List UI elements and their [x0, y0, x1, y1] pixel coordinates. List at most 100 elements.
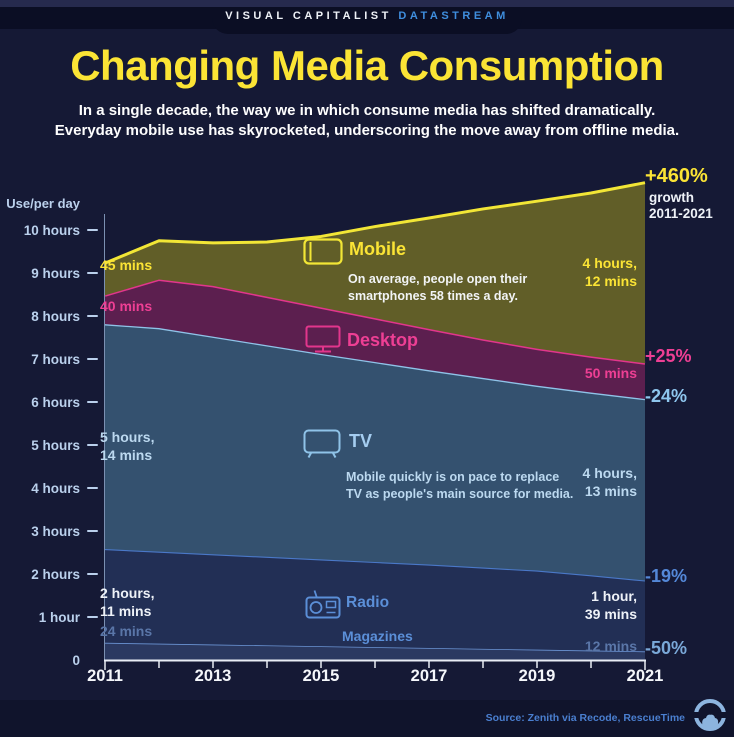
y-axis-label-row: 8 hours	[0, 306, 98, 326]
mobile-2021-value: 4 hours, 12 mins	[583, 254, 637, 290]
y-axis-label-row: 0	[0, 650, 98, 670]
area-radio	[105, 549, 645, 652]
x-axis-label: 2019	[518, 667, 556, 685]
y-axis-label: 4 hours	[31, 480, 80, 496]
y-axis-label: 7 hours	[31, 351, 80, 367]
y-axis-label-row: 6 hours	[0, 392, 98, 412]
y-axis-tick	[87, 357, 98, 361]
y-axis-label: 0	[72, 652, 80, 668]
y-axis-tick	[87, 615, 98, 619]
mobile-note-line-2: smartphones 58 times a day.	[348, 289, 518, 303]
y-axis-label: 9 hours	[31, 265, 80, 281]
tv-2011-value: 5 hours, 14 mins	[100, 428, 154, 464]
y-axis-tick	[87, 314, 98, 318]
y-axis-label: 3 hours	[31, 523, 80, 539]
y-axis-label: 8 hours	[31, 308, 80, 324]
y-axis-label-row: 9 hours	[0, 263, 98, 283]
tv-label: TV	[349, 431, 373, 451]
x-axis-label: 2013	[194, 667, 232, 685]
mobile-note-line-1: On average, people open their	[348, 272, 528, 286]
source-credit: Source: Zenith via Recode, RescueTime	[485, 712, 685, 724]
mobile-change-badge: +460%	[645, 165, 708, 187]
y-axis-label-row: 7 hours	[0, 349, 98, 369]
mobile-change-sub-line-2: 2011-2021	[649, 205, 713, 221]
tv-2011-value-line-1: 5 hours,	[100, 429, 155, 445]
tv-icon	[303, 429, 341, 458]
desktop-change-badge: +25%	[645, 346, 692, 366]
y-axis-label-row: 1 hour	[0, 607, 98, 627]
magazines-change-badge: -50%	[645, 638, 688, 658]
magazines-label: Magazines	[342, 628, 413, 644]
y-axis-tick	[87, 228, 98, 232]
x-axis-label: 2015	[302, 667, 340, 685]
footer-band	[0, 700, 734, 737]
radio-2021-value-line-2: 39 mins	[584, 606, 637, 622]
y-axis-tick	[87, 572, 98, 576]
y-axis-label-row: 2 hours	[0, 564, 98, 584]
mobile-2011-value: 45 mins	[100, 257, 153, 273]
y-axis-tick	[87, 529, 98, 533]
radio-2011-value: 2 hours, 11 mins	[100, 584, 154, 620]
mobile-note: On average, people open their smartphone…	[348, 271, 527, 305]
radio-label: Radio	[346, 594, 390, 611]
tv-2021-value-line-1: 4 hours,	[582, 465, 637, 481]
mobile-2021-value-line-1: 4 hours,	[582, 255, 637, 271]
x-axis-label: 2011	[87, 667, 123, 685]
y-axis-tick	[87, 271, 98, 275]
brand-suffix: DATASTREAM	[398, 10, 509, 22]
trend-line-mobile	[104, 181, 646, 265]
y-axis-label: 6 hours	[31, 394, 80, 410]
y-axis-tick	[87, 486, 98, 490]
y-axis-label-row: 10 hours	[0, 220, 98, 240]
subtitle-line-2: Everyday mobile use has skyrocketed, und…	[54, 122, 680, 139]
y-axis-label: 2 hours	[31, 566, 80, 582]
mobile-2021-value-line-2: 12 mins	[584, 273, 637, 289]
radio-2021-value: 1 hour, 39 mins	[585, 587, 637, 623]
mobile-label: Mobile	[349, 239, 406, 259]
y-axis-tick	[87, 443, 98, 447]
subtitle: In a single decade, the way we in which …	[0, 101, 734, 141]
y-axis-label-row: 4 hours	[0, 478, 98, 498]
area-magazines	[105, 642, 645, 660]
visual-capitalist-logo	[694, 699, 726, 731]
tv-note-line-1: Mobile quickly is on pace to replace	[346, 470, 560, 484]
radio-change-badge: -19%	[645, 566, 688, 586]
y-axis-label: 5 hours	[31, 437, 80, 453]
desktop-2021-value: 50 mins	[584, 365, 637, 381]
radio-2011-value-line-2: 11 mins	[100, 603, 152, 619]
y-axis-label-row: 3 hours	[0, 521, 98, 541]
y-axis-label: 1 hour	[38, 609, 80, 625]
brand-line: VISUAL CAPITALIST DATASTREAM	[0, 10, 734, 22]
y-axis-title: Use/per day	[6, 196, 80, 211]
x-axis-label: 2021	[626, 667, 664, 685]
header-tab	[212, 7, 522, 34]
area-desktop	[105, 279, 645, 399]
y-axis-tick	[87, 400, 98, 404]
brand-name: VISUAL CAPITALIST	[225, 10, 392, 22]
magazines-2021-value: 12 mins	[584, 638, 637, 654]
area-mobile	[105, 182, 645, 364]
mobile-change-sub: growth 2011-2021	[649, 190, 713, 221]
radio-icon	[305, 590, 341, 619]
page-title: Changing Media Consumption	[70, 42, 664, 89]
magazines-2011-value: 24 mins	[100, 623, 153, 639]
mobile-change-sub-line-1: growth	[649, 190, 694, 205]
top-strip	[0, 0, 734, 7]
tv-2021-value: 4 hours, 13 mins	[583, 464, 637, 500]
tv-2011-value-line-2: 14 mins	[100, 447, 153, 463]
x-axis-label: 2017	[410, 667, 448, 685]
desktop-monitor-icon	[305, 325, 341, 353]
desktop-2011-value: 40 mins	[100, 298, 153, 314]
area-tv	[105, 324, 645, 581]
radio-2021-value-line-1: 1 hour,	[591, 588, 637, 604]
desktop-label: Desktop	[347, 330, 419, 350]
tv-note: Mobile quickly is on pace to replace TV …	[346, 469, 573, 503]
tv-change-badge: -24%	[645, 386, 688, 406]
y-axis-label: 10 hours	[23, 222, 80, 238]
subtitle-line-1: In a single decade, the way we in which …	[78, 102, 656, 119]
tv-note-line-2: TV as people's main source for media.	[346, 487, 574, 501]
y-axis-label-row: 5 hours	[0, 435, 98, 455]
radio-2011-value-line-1: 2 hours,	[100, 585, 155, 601]
